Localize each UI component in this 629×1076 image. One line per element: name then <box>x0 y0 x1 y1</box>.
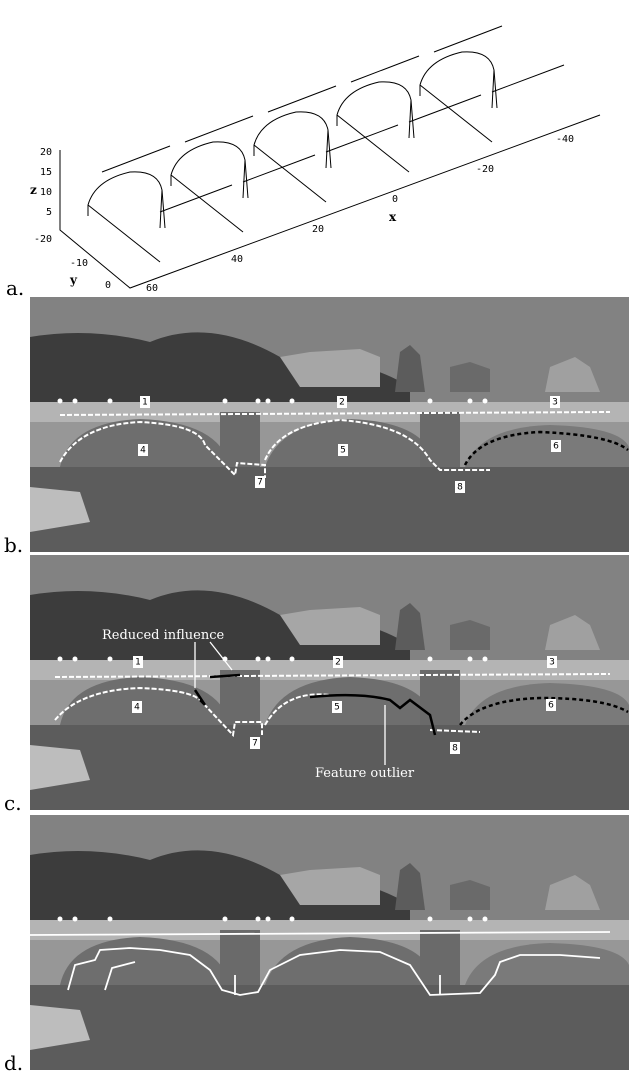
marker: 3 <box>549 658 555 668</box>
marker: 3 <box>552 398 558 408</box>
markers: 1 2 3 4 5 6 7 8 <box>138 396 561 493</box>
marker: 8 <box>457 483 463 493</box>
panel-label: a. <box>6 276 24 300</box>
feature-curves <box>59 411 611 478</box>
x-tick: -40 <box>556 134 574 145</box>
annotation: Reduced influence <box>102 628 225 643</box>
y-tick: -20 <box>34 234 52 245</box>
marker: 8 <box>452 744 458 754</box>
annotation: Feature outlier <box>315 766 415 781</box>
marker: 6 <box>553 442 559 452</box>
x-axis-label: x <box>389 210 397 224</box>
z-axis-label: z <box>30 183 37 197</box>
panel-label: d. <box>4 1051 23 1075</box>
x-tick: 0 <box>392 194 398 205</box>
marker: 1 <box>142 398 148 408</box>
x-tick: 20 <box>312 224 324 235</box>
panel-label: c. <box>4 791 22 815</box>
marker: 2 <box>335 658 341 668</box>
marker: 6 <box>548 701 554 711</box>
x-tick: 60 <box>146 283 158 294</box>
wireframe-plot <box>59 25 601 289</box>
marker: 1 <box>135 658 141 668</box>
y-tick: -10 <box>70 258 88 269</box>
outlier-curves <box>193 673 437 736</box>
marker: 5 <box>340 446 346 456</box>
panel-label: b. <box>4 533 23 557</box>
markers: 1 2 3 4 5 6 7 8 <box>132 656 557 754</box>
marker: 2 <box>339 398 345 408</box>
y-tick: 0 <box>105 280 111 291</box>
feature-curve <box>463 430 629 466</box>
z-tick: 20 <box>40 147 52 158</box>
marker: 7 <box>252 739 258 749</box>
y-axis-label: y <box>69 273 78 287</box>
x-tick: -20 <box>476 164 494 175</box>
x-tick: 40 <box>231 254 243 265</box>
z-tick: 5 <box>46 207 52 218</box>
marker: 5 <box>334 703 340 713</box>
z-tick: 10 <box>40 187 52 198</box>
reconstruction-curves <box>29 931 611 996</box>
marker: 4 <box>140 446 146 456</box>
z-tick: 15 <box>40 167 52 178</box>
feature-curves <box>54 673 611 738</box>
marker: 4 <box>134 703 140 713</box>
annotation-arrows <box>194 641 386 765</box>
marker: 7 <box>257 478 263 488</box>
feature-curve <box>459 696 629 726</box>
photo <box>30 815 629 1070</box>
